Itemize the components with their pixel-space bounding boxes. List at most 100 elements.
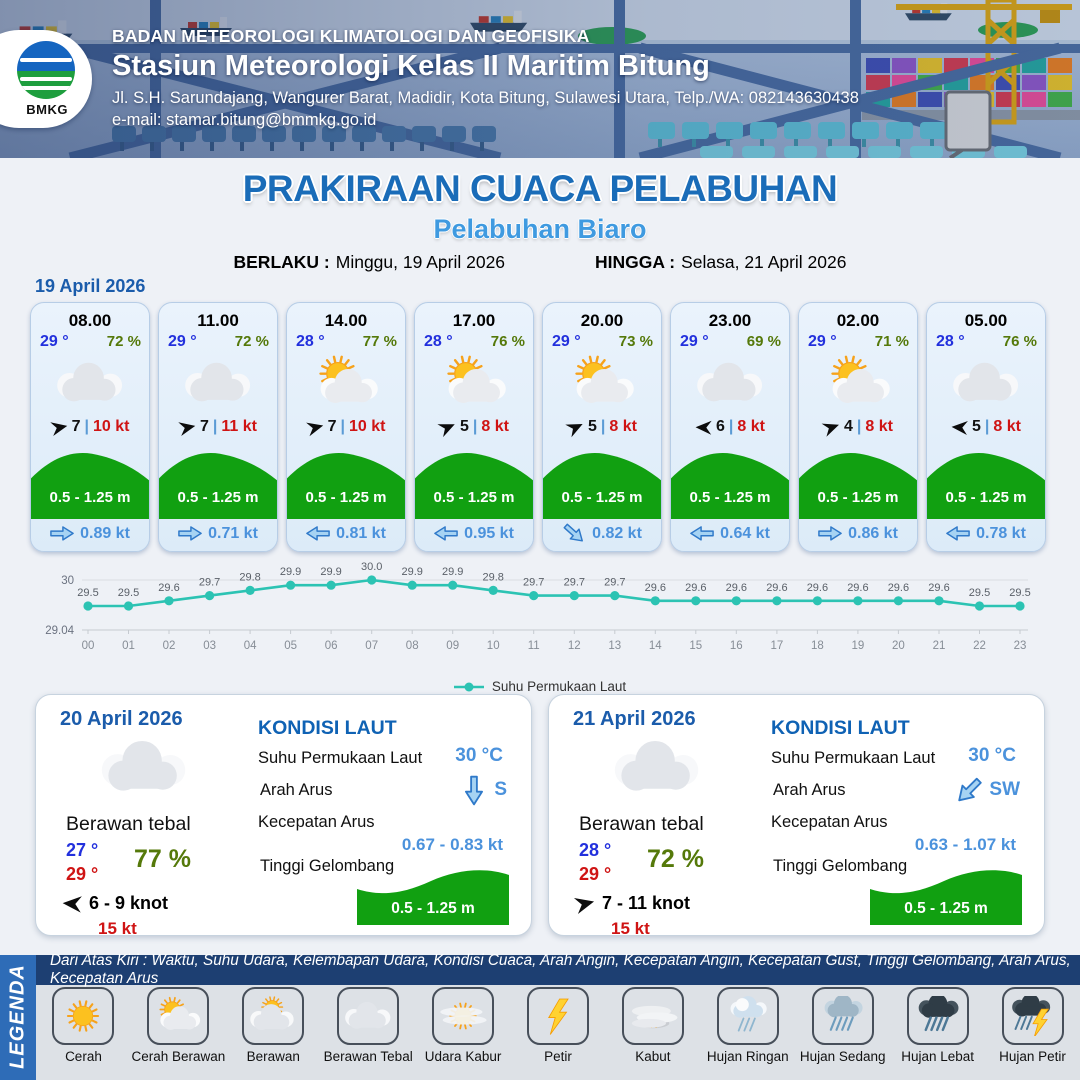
daily-wave-height: 0.5 - 1.25 m xyxy=(391,900,475,917)
wave-height-band: 0.5 - 1.25 m xyxy=(415,439,533,520)
bmkg-logo-icon xyxy=(17,41,75,99)
svg-text:29.6: 29.6 xyxy=(726,582,747,594)
sea-current-direction-icon xyxy=(464,775,485,805)
harbor-illustration xyxy=(0,0,1080,158)
daily-forecast-card: 21 April 2026 Berawan tebal 28 ° 29 ° 72 % 7 … xyxy=(548,694,1045,938)
chart-legend: Suhu Permukaan Laut xyxy=(30,679,1050,694)
current-direction-icon xyxy=(434,525,458,542)
svg-text:19: 19 xyxy=(852,640,865,652)
card-time: 08.00 xyxy=(68,311,112,330)
svg-text:13: 13 xyxy=(608,640,621,652)
chart-legend-label: Suhu Permukaan Laut xyxy=(491,679,627,694)
humidity: 71 % xyxy=(874,333,909,350)
svg-text:29.6: 29.6 xyxy=(158,582,179,594)
wind-direction-icon xyxy=(178,418,198,436)
air-temperature: 28 ° xyxy=(936,333,965,350)
current-speed: 0.81 kt xyxy=(336,524,386,542)
svg-text:23: 23 xyxy=(1014,640,1027,652)
current-speed: 0.82 kt xyxy=(592,524,642,542)
legend-item: Petir xyxy=(512,987,604,1064)
air-temperature: 28 ° xyxy=(296,333,325,350)
current-direction-label: Arah Arus xyxy=(773,781,846,799)
legend-item: Udara Kabur xyxy=(417,987,509,1064)
storm-icon xyxy=(1001,987,1064,1045)
daily-humidity: 72 % xyxy=(647,845,704,873)
current-speed: 0.78 kt xyxy=(976,524,1026,542)
wind-speed: 5 xyxy=(588,418,597,436)
svg-text:21: 21 xyxy=(933,640,946,652)
daily-date: 20 April 2026 xyxy=(60,708,183,730)
svg-text:09: 09 xyxy=(446,640,459,652)
sst-value: 30 °C xyxy=(968,745,1016,766)
wind-direction-icon xyxy=(61,894,82,913)
station-name: Stasiun Meteorologi Kelas II Maritim Bit… xyxy=(112,50,710,82)
forecast-card: 20.00 29 ° 73 % 5 | 8 kt 0.5 - 1.25 m 0.82 kt xyxy=(542,302,662,552)
forecast-card: 14.00 28 ° 77 % 7 | 10 kt 0.5 - 1.25 m 0.81 kt xyxy=(286,302,406,552)
svg-text:11: 11 xyxy=(528,640,540,652)
gust-speed: 8 kt xyxy=(737,418,765,436)
svg-text:29.8: 29.8 xyxy=(482,571,503,583)
air-temperature: 29 ° xyxy=(40,333,69,350)
valid-from-value: Minggu, 19 April 2026 xyxy=(335,252,506,272)
air-temperature: 29 ° xyxy=(808,333,837,350)
current-direction-value: SW xyxy=(989,779,1020,800)
svg-text:29.5: 29.5 xyxy=(1009,587,1030,599)
wave-height-band: 0.5 - 1.25 m xyxy=(543,439,661,520)
current-direction-icon xyxy=(306,525,330,542)
svg-text:29.5: 29.5 xyxy=(969,587,990,599)
daily-forecast-row: 20 April 2026 Berawan tebal 27 ° 29 ° 77 % 6 … xyxy=(35,694,1045,938)
daily-gust: 15 kt xyxy=(611,919,650,938)
forecast-card: 05.00 28 ° 76 % 5 | 8 kt 0.5 - 1.25 m 0.78 kt xyxy=(926,302,1046,552)
gust-speed: 8 kt xyxy=(481,418,509,436)
legend-item: Berawan xyxy=(227,987,319,1064)
svg-text:29.9: 29.9 xyxy=(320,566,341,578)
card-time: 11.00 xyxy=(197,311,239,330)
svg-text:29.6: 29.6 xyxy=(807,582,828,594)
svg-text:04: 04 xyxy=(244,640,257,652)
svg-text:30: 30 xyxy=(61,575,74,587)
bolt-icon xyxy=(526,987,589,1045)
svg-text:12: 12 xyxy=(568,640,581,652)
svg-text:16: 16 xyxy=(730,640,743,652)
legend-item-label: Hujan Lebat xyxy=(901,1049,975,1064)
wind-direction-icon xyxy=(695,420,713,436)
wind-direction-icon xyxy=(305,418,325,437)
current-direction-icon xyxy=(560,520,589,549)
humidity: 77 % xyxy=(362,333,397,350)
current-speed: 0.71 kt xyxy=(208,524,258,542)
card-time: 20.00 xyxy=(580,311,624,330)
air-temperature: 29 ° xyxy=(168,333,197,350)
weather-icon-cloud xyxy=(31,355,149,411)
legend-section: LEGENDA Dari Atas Kiri : Waktu, Suhu Uda… xyxy=(0,952,1080,1080)
wave-height: 0.5 - 1.25 m xyxy=(177,488,259,506)
wind-speed: 6 xyxy=(716,418,725,436)
sea-conditions-title: KONDISI LAUT xyxy=(258,717,397,739)
daily-temp-max: 29 ° xyxy=(66,864,99,884)
current-speed: 0.86 kt xyxy=(848,524,898,542)
daily-gust: 15 kt xyxy=(98,919,137,938)
current-direction-icon xyxy=(50,525,74,542)
haze-icon xyxy=(432,987,495,1045)
station-address: Jl. S.H. Sarundajang, Wangurer Barat, Ma… xyxy=(112,89,859,107)
gust-speed: 8 kt xyxy=(865,418,893,436)
svg-text:05: 05 xyxy=(284,640,297,652)
wave-height-label: Tinggi Gelombang xyxy=(773,857,908,875)
svg-text:29.7: 29.7 xyxy=(199,577,220,589)
svg-text:10: 10 xyxy=(487,640,500,652)
air-temperature: 28 ° xyxy=(424,333,453,350)
daily-forecast-card: 20 April 2026 Berawan tebal 27 ° 29 ° 77 % 6 … xyxy=(35,694,532,938)
daily-temp-min: 28 ° xyxy=(579,840,612,860)
valid-from-label: BERLAKU : xyxy=(233,252,330,272)
svg-text:29.6: 29.6 xyxy=(645,582,666,594)
svg-text:29.6: 29.6 xyxy=(928,582,949,594)
wind-direction-icon xyxy=(49,418,69,436)
daily-condition: Berawan tebal xyxy=(66,813,191,835)
legend-item-label: Hujan Sedang xyxy=(799,1049,886,1064)
humidity: 69 % xyxy=(746,333,781,350)
legend-items: Cerah Cerah Berawan Berawan Berawan Tebal Ud… xyxy=(36,987,1080,1064)
svg-text:02: 02 xyxy=(163,640,176,652)
header: BMKG BADAN METEOROLOGI KLIMATOLOGI DAN G… xyxy=(0,0,1080,158)
cloud-sun-icon xyxy=(242,987,305,1045)
humidity: 72 % xyxy=(234,333,269,350)
humidity: 72 % xyxy=(106,333,141,350)
